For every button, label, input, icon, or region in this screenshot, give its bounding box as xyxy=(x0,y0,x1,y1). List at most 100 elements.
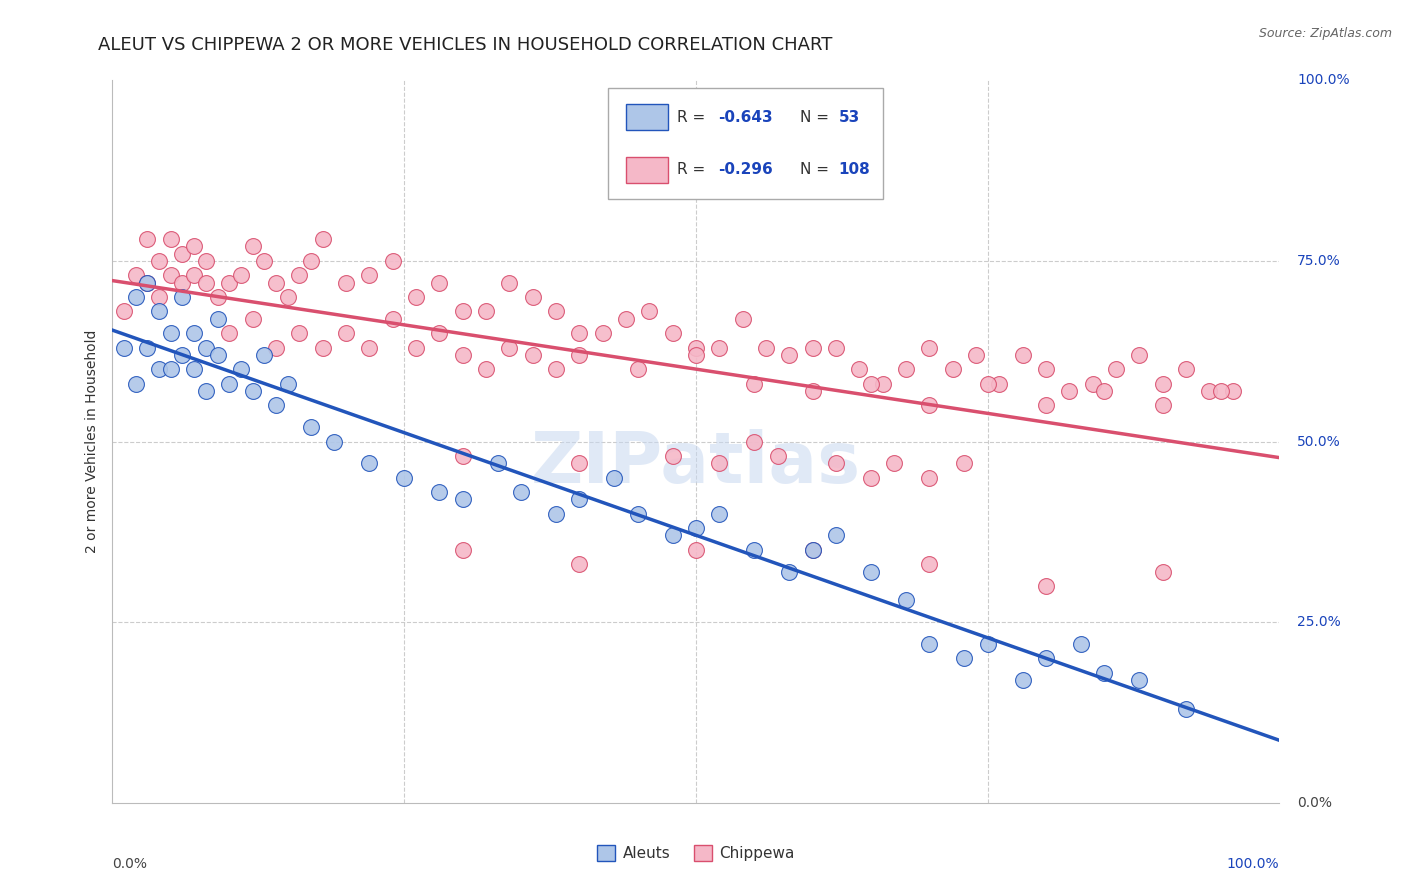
Point xyxy=(498,276,520,290)
Point xyxy=(744,434,766,449)
Point xyxy=(627,362,650,376)
Point xyxy=(860,471,883,485)
Point xyxy=(160,232,183,246)
Point xyxy=(1011,348,1033,362)
Point xyxy=(766,449,789,463)
Point xyxy=(194,384,217,398)
Point xyxy=(638,304,661,318)
Text: N =: N = xyxy=(800,162,834,178)
Point xyxy=(685,521,707,535)
Point xyxy=(136,276,159,290)
Point xyxy=(522,290,544,304)
Point xyxy=(218,326,240,341)
Point xyxy=(801,384,824,398)
Point xyxy=(1035,362,1057,376)
Point xyxy=(242,311,264,326)
Point xyxy=(709,507,731,521)
Point xyxy=(335,276,357,290)
Point xyxy=(825,456,848,470)
Point xyxy=(405,341,427,355)
Point xyxy=(860,565,883,579)
Point xyxy=(172,348,194,362)
Point xyxy=(1105,362,1128,376)
Point xyxy=(427,326,450,341)
Point xyxy=(475,304,498,318)
Point xyxy=(894,362,917,376)
Point xyxy=(264,398,287,412)
Point xyxy=(522,348,544,362)
Point xyxy=(661,326,683,341)
Point xyxy=(229,268,252,283)
Point xyxy=(381,311,404,326)
Point xyxy=(1035,651,1057,665)
Point xyxy=(183,326,205,341)
Text: 108: 108 xyxy=(838,162,870,178)
Point xyxy=(894,593,917,607)
Point xyxy=(1011,673,1033,687)
Point xyxy=(194,341,217,355)
Point xyxy=(194,253,217,268)
Point xyxy=(183,362,205,376)
Point xyxy=(685,348,707,362)
Point xyxy=(883,456,905,470)
Point xyxy=(394,471,416,485)
Point xyxy=(661,449,683,463)
Point xyxy=(603,471,626,485)
Point xyxy=(709,341,731,355)
FancyBboxPatch shape xyxy=(626,157,668,183)
Point xyxy=(125,268,148,283)
Point xyxy=(264,276,287,290)
Point xyxy=(1211,384,1233,398)
Point xyxy=(299,420,322,434)
Point xyxy=(568,558,591,572)
Point xyxy=(451,492,474,507)
Point xyxy=(136,232,159,246)
Point xyxy=(976,376,998,391)
Point xyxy=(942,362,965,376)
Point xyxy=(218,276,240,290)
Point xyxy=(125,376,148,391)
Point xyxy=(988,376,1011,391)
Point xyxy=(544,507,567,521)
Point xyxy=(136,276,159,290)
Point xyxy=(207,290,229,304)
Point xyxy=(229,362,252,376)
Point xyxy=(451,348,474,362)
Point xyxy=(918,471,941,485)
Point xyxy=(299,253,322,268)
Point xyxy=(288,326,311,341)
Point xyxy=(112,304,135,318)
Point xyxy=(253,348,276,362)
Point xyxy=(323,434,346,449)
Point xyxy=(1094,665,1116,680)
Point xyxy=(744,542,766,557)
Point xyxy=(405,290,427,304)
Point xyxy=(918,398,941,412)
Point xyxy=(1081,376,1104,391)
Point xyxy=(1152,398,1174,412)
Text: R =: R = xyxy=(678,110,710,125)
Point xyxy=(264,341,287,355)
Point xyxy=(661,528,683,542)
Point xyxy=(1035,398,1057,412)
Point xyxy=(427,485,450,500)
Point xyxy=(1035,579,1057,593)
Point xyxy=(242,239,264,253)
Text: ALEUT VS CHIPPEWA 2 OR MORE VEHICLES IN HOUSEHOLD CORRELATION CHART: ALEUT VS CHIPPEWA 2 OR MORE VEHICLES IN … xyxy=(98,36,832,54)
Text: 75.0%: 75.0% xyxy=(1296,254,1341,268)
Point xyxy=(148,362,170,376)
Point xyxy=(1198,384,1220,398)
Point xyxy=(1059,384,1081,398)
Point xyxy=(744,376,766,391)
Text: -0.296: -0.296 xyxy=(718,162,773,178)
Point xyxy=(125,290,148,304)
Point xyxy=(112,341,135,355)
Point xyxy=(825,341,848,355)
Text: R =: R = xyxy=(678,162,710,178)
Point xyxy=(207,348,229,362)
Point xyxy=(801,341,824,355)
Text: 25.0%: 25.0% xyxy=(1296,615,1341,629)
Point xyxy=(207,311,229,326)
Point xyxy=(544,362,567,376)
Point xyxy=(160,362,183,376)
